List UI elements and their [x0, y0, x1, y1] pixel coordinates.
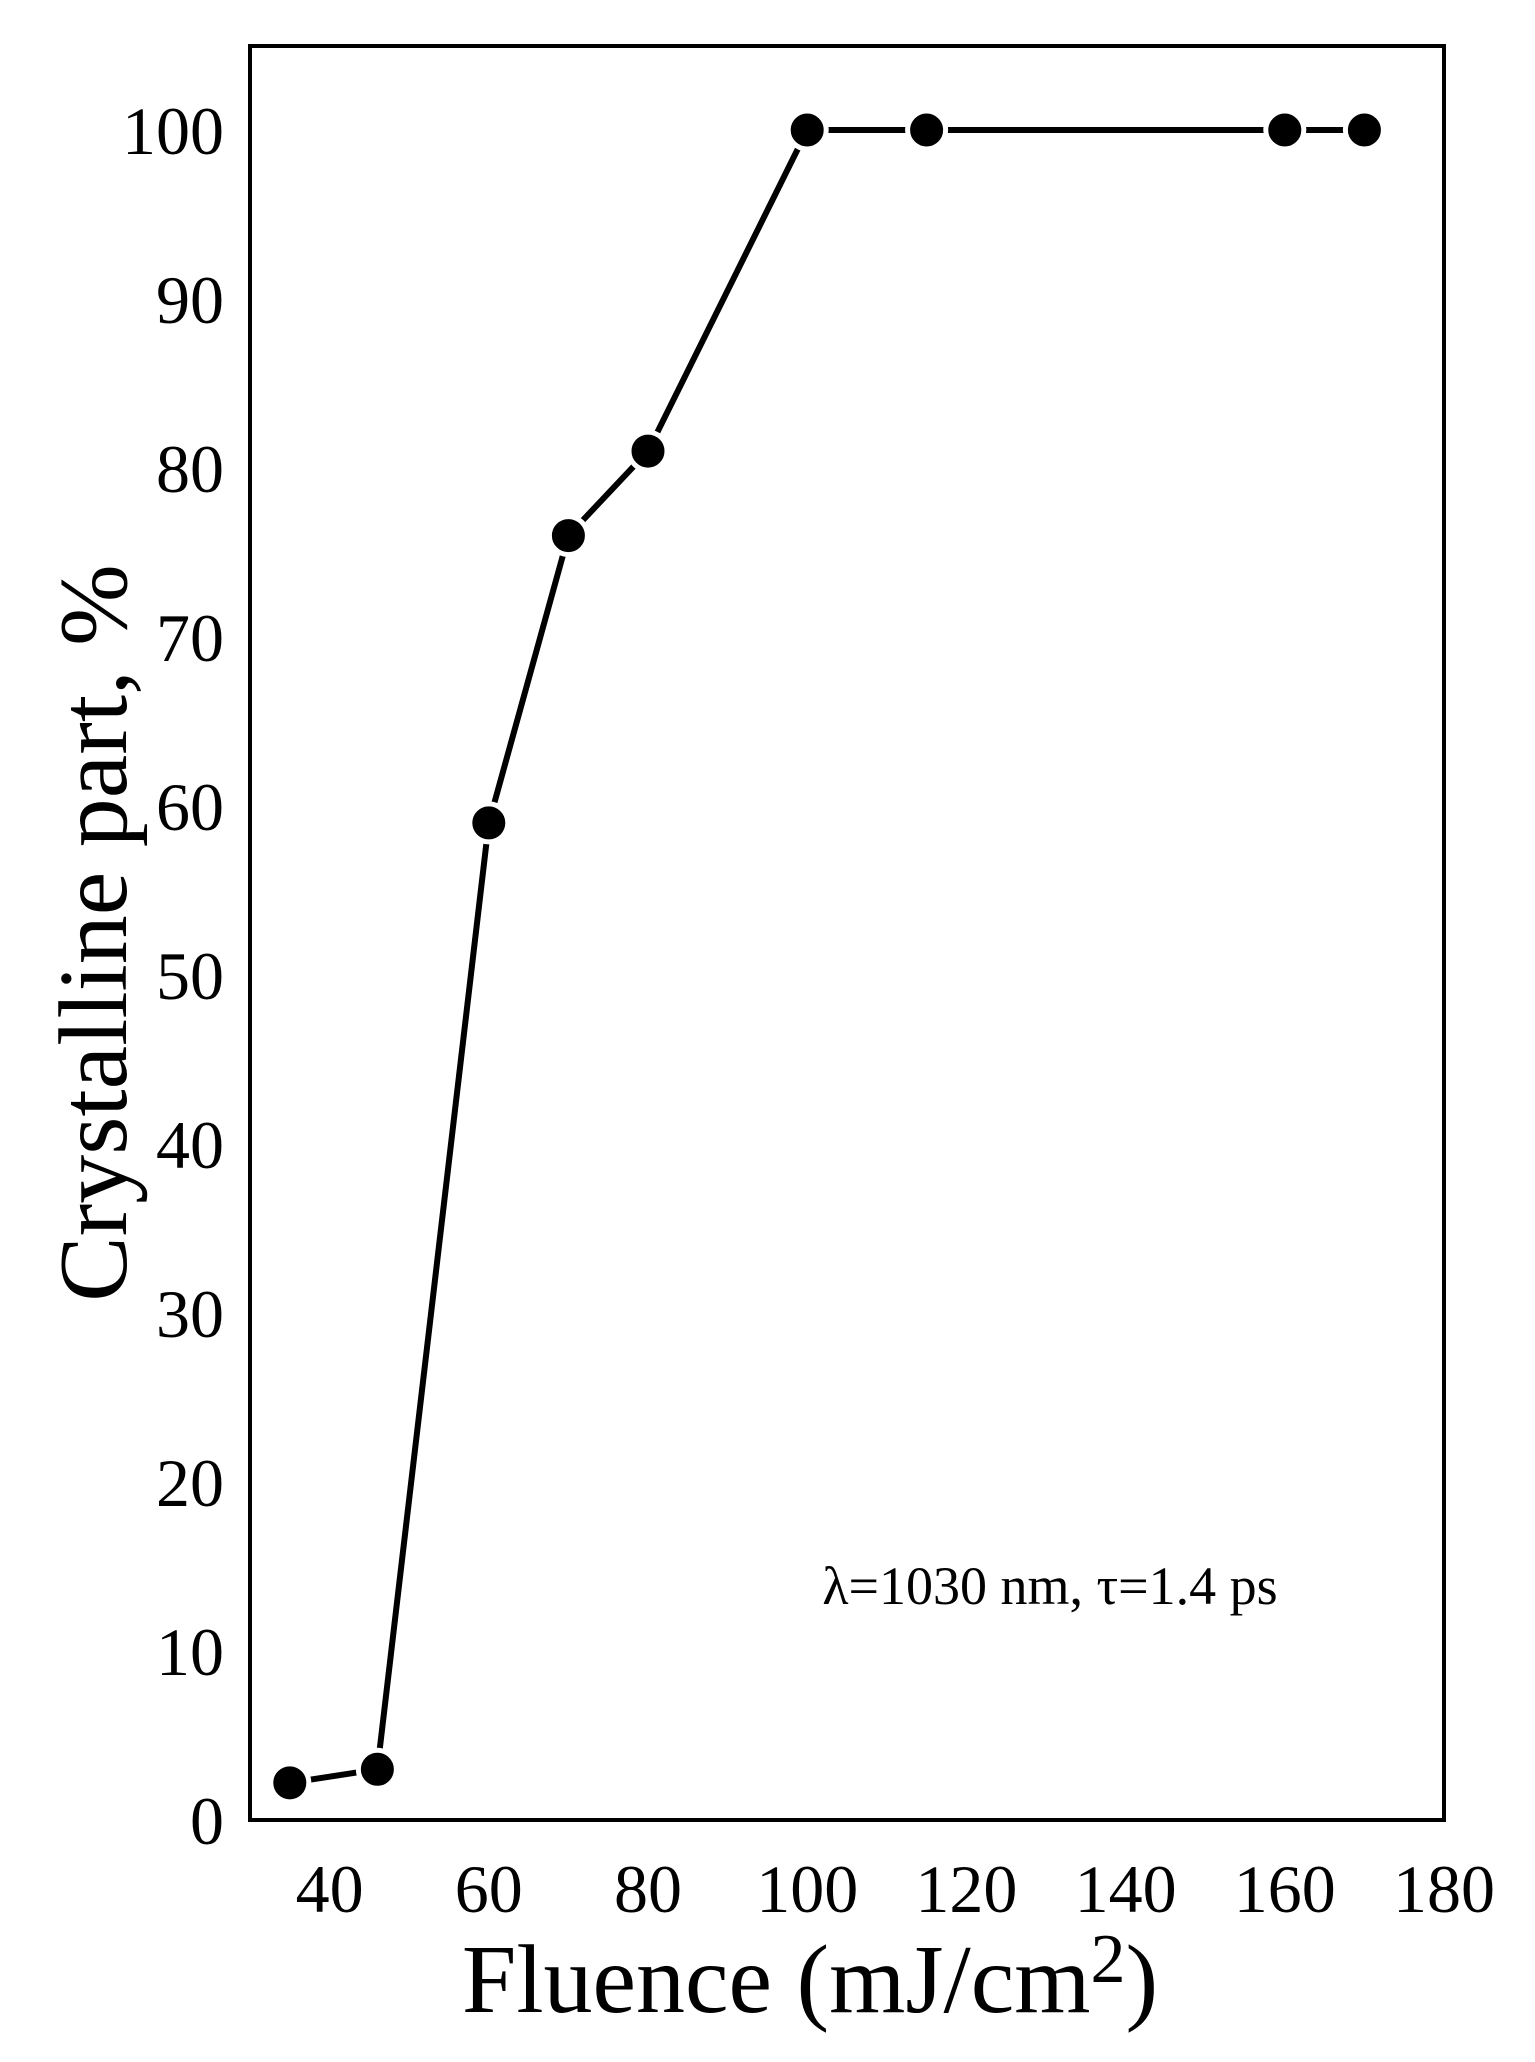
data-point — [268, 1761, 312, 1805]
x-axis-label-close: ) — [1126, 1926, 1159, 2034]
y-tick-label: 20 — [156, 1445, 224, 1521]
y-tick-label: 40 — [156, 1107, 224, 1183]
y-tick-label: 30 — [156, 1276, 224, 1352]
x-tick-label: 80 — [614, 1851, 682, 1927]
x-axis-label: Fluence (mJ/cm2) — [462, 1921, 1158, 2034]
y-tick-label: 0 — [190, 1783, 224, 1859]
data-point — [355, 1747, 399, 1791]
data-point — [1263, 108, 1307, 152]
y-tick-label: 70 — [156, 600, 224, 676]
y-tick-label: 80 — [156, 431, 224, 507]
data-point — [467, 801, 511, 845]
y-tick-label: 60 — [156, 769, 224, 845]
x-tick-label: 180 — [1393, 1851, 1495, 1927]
x-tick-label: 140 — [1075, 1851, 1177, 1927]
data-point — [546, 514, 590, 558]
y-axis-label: Crystalline part, % — [40, 564, 148, 1302]
series-layer — [268, 108, 1386, 1805]
data-point — [626, 429, 670, 473]
chart-annotation: λ=1030 nm, τ=1.4 ps — [822, 1556, 1277, 1616]
data-point — [1342, 108, 1386, 152]
x-tick-label: 120 — [915, 1851, 1017, 1927]
x-tick-label: 40 — [296, 1851, 364, 1927]
y-tick-label: 10 — [156, 1614, 224, 1690]
y-tick-label: 50 — [156, 938, 224, 1014]
series-segment — [645, 127, 811, 455]
plot-frame — [248, 44, 1446, 1822]
y-tick-label: 100 — [122, 93, 224, 169]
data-point — [785, 108, 829, 152]
series-segment — [485, 532, 572, 826]
x-axis-label-superscript: 2 — [1091, 1921, 1126, 1998]
x-tick-label: 60 — [455, 1851, 523, 1927]
y-tick-label: 90 — [156, 262, 224, 338]
x-axis-ticks: 40 60 80 100 120 140 160 180 — [296, 1851, 1495, 1927]
y-axis-ticks: 0 10 20 30 40 50 60 70 80 90 100 — [122, 93, 224, 1859]
data-point — [905, 108, 949, 152]
x-axis-label-main: Fluence (mJ/cm — [462, 1926, 1091, 2034]
series-segment — [374, 819, 492, 1773]
x-tick-label: 100 — [756, 1851, 858, 1927]
x-tick-label: 160 — [1234, 1851, 1336, 1927]
